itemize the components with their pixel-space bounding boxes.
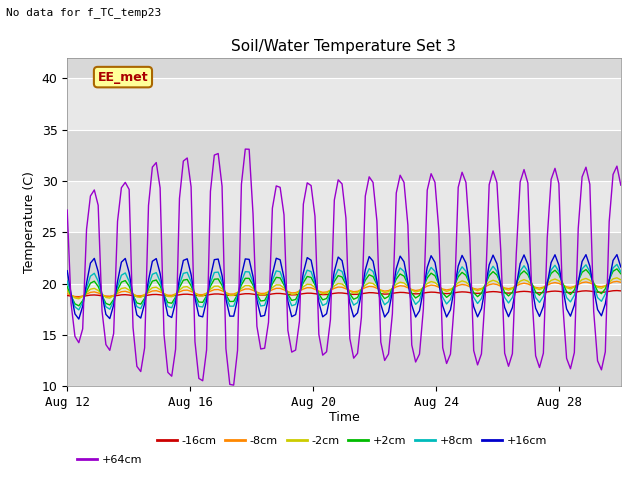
Bar: [67, 335, 621, 386]
Title: Soil/Water Temperature Set 3: Soil/Water Temperature Set 3: [232, 39, 456, 54]
Bar: [67, 232, 621, 284]
Y-axis label: Temperature (C): Temperature (C): [23, 171, 36, 273]
Text: No data for f_TC_temp23: No data for f_TC_temp23: [6, 7, 162, 18]
X-axis label: Time: Time: [328, 410, 360, 423]
Bar: [67, 58, 621, 78]
Bar: [67, 78, 621, 130]
Bar: [67, 284, 621, 335]
Bar: [67, 181, 621, 232]
Text: EE_met: EE_met: [98, 71, 148, 84]
Bar: [67, 130, 621, 181]
Legend: -16cm, -8cm, -2cm, +2cm, +8cm, +16cm: -16cm, -8cm, -2cm, +2cm, +8cm, +16cm: [153, 432, 551, 450]
Legend: +64cm: +64cm: [73, 451, 147, 469]
